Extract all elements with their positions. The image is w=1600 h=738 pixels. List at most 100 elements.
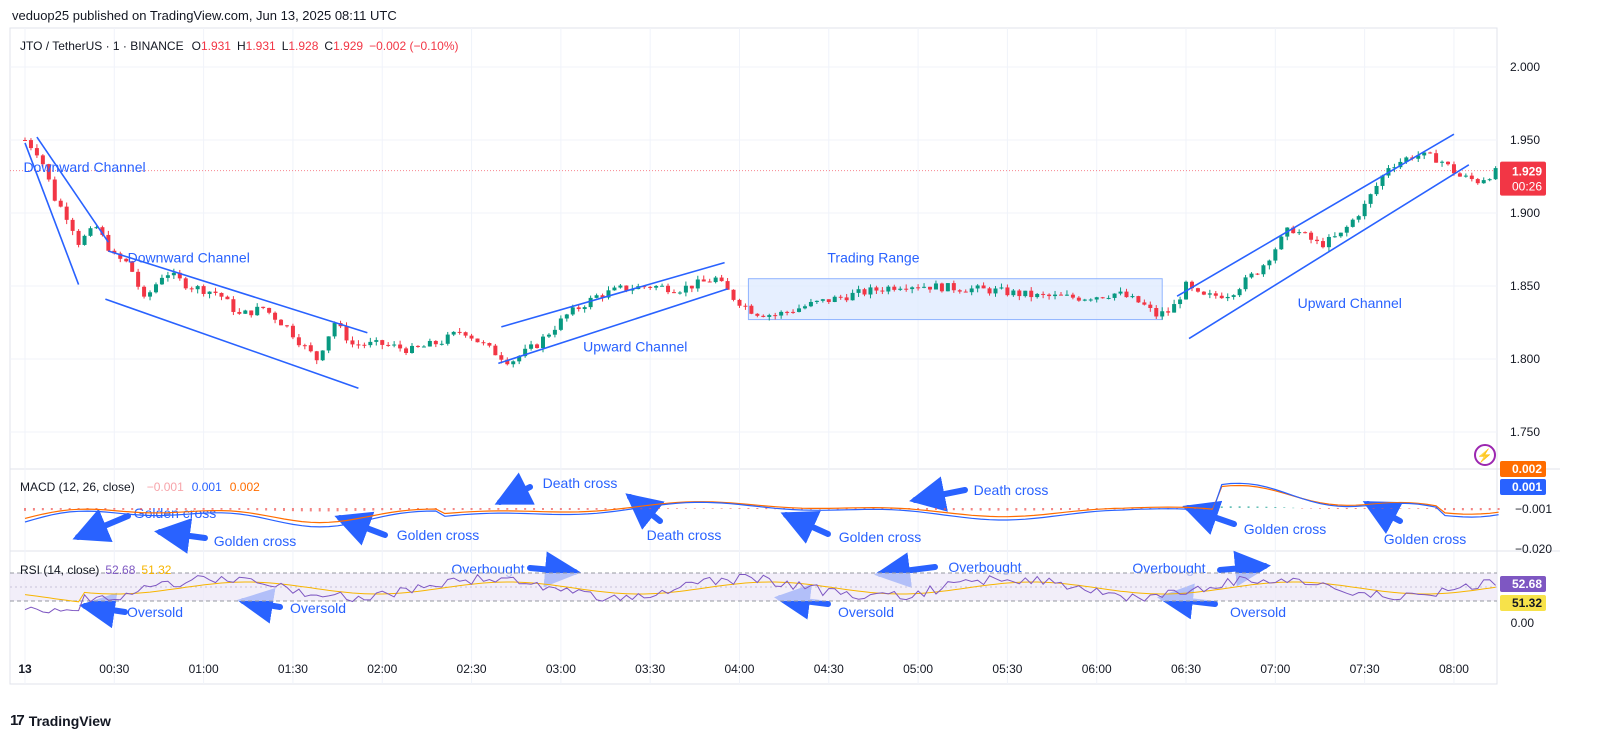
macd-histogram-bar: [1051, 508, 1054, 511]
candle-body: [880, 290, 885, 292]
candle-body: [1041, 293, 1046, 295]
candle-body: [308, 345, 313, 352]
candle-body: [255, 306, 260, 316]
channel-trendline: [1176, 133, 1455, 297]
candle-body: [695, 279, 700, 289]
candle-body: [683, 285, 688, 293]
time-tick-label: 03:30: [635, 662, 665, 676]
open-value: 1.931: [201, 39, 231, 53]
macd-histogram-bar: [1390, 508, 1393, 509]
time-tick-label: 13: [18, 662, 32, 676]
macd-histogram-bar: [988, 508, 991, 511]
rsi-axis-label: 52.68: [1512, 577, 1542, 591]
candle-body: [46, 164, 51, 180]
candle-body: [195, 286, 200, 290]
candle-body: [1047, 294, 1052, 297]
annotation-label: Oversold: [1230, 604, 1286, 620]
macd-histogram-bar: [274, 508, 277, 511]
tradingview-logo-icon: 17: [10, 712, 25, 729]
macd-histogram-bar: [1310, 508, 1313, 509]
close-value: 1.929: [333, 39, 363, 53]
macd-histogram-bar: [1354, 508, 1357, 510]
open-label: O: [192, 39, 201, 53]
candle-body: [719, 277, 724, 282]
candle-body: [761, 315, 766, 317]
annotation-arrow: [1362, 501, 1403, 534]
candle-body: [1267, 260, 1272, 266]
candle-body: [1249, 273, 1254, 278]
candle-body: [886, 286, 891, 292]
candle-body: [1148, 304, 1153, 308]
annotation-label: Golden cross: [397, 527, 479, 543]
macd-histogram-bar: [363, 508, 366, 511]
channel-trendline: [501, 261, 725, 328]
macd-histogram-bar: [1497, 508, 1500, 511]
candle-body: [296, 337, 301, 346]
macd-histogram-bar: [1336, 508, 1339, 509]
annotation-label: Overbought: [948, 559, 1021, 575]
candle-body: [975, 285, 980, 289]
time-tick-label: 06:30: [1171, 662, 1201, 676]
macd-histogram-bar: [747, 508, 750, 509]
candle-body: [511, 361, 516, 365]
candle-body: [1398, 161, 1403, 168]
candle-body: [779, 311, 784, 316]
candle-body: [52, 179, 57, 201]
macd-histogram-bar: [32, 508, 35, 511]
candle-body: [1178, 299, 1183, 305]
macd-histogram-bar: [952, 508, 955, 511]
macd-histogram-bar: [247, 508, 250, 511]
candle-body: [862, 289, 867, 295]
rsi-band: [10, 573, 1497, 601]
price-tick-label: 1.800: [1510, 352, 1540, 366]
macd-histogram-bar: [720, 508, 723, 509]
candle-body: [1320, 241, 1325, 248]
macd-axis-label: 0.002: [1512, 462, 1542, 476]
candle-body: [749, 305, 754, 314]
candle-body: [421, 346, 426, 348]
time-tick-label: 05:00: [903, 662, 933, 676]
candle-body: [999, 287, 1004, 289]
candle-body: [654, 285, 659, 288]
candle-body: [1440, 161, 1445, 163]
macd-histogram-bar: [1265, 506, 1268, 508]
annotation-label: Overbought: [1132, 560, 1205, 576]
candle-body: [1493, 168, 1498, 180]
tradingview-logo[interactable]: 17 TradingView: [10, 712, 111, 729]
macd-signal-line: [24, 484, 1499, 524]
candle-body: [797, 308, 802, 312]
candle-body: [1463, 175, 1468, 177]
candle-body: [118, 253, 123, 259]
annotation-label: Oversold: [127, 604, 183, 620]
time-tick-label: 02:00: [367, 662, 397, 676]
candle-body: [82, 235, 87, 245]
alert-bolt-icon: [1474, 444, 1496, 466]
rsi-axis-zero: 0.00: [1511, 616, 1535, 630]
candle-body: [660, 285, 665, 287]
candle-body: [94, 227, 99, 229]
macd-histogram-bar: [595, 508, 598, 510]
macd-histogram-bar: [979, 508, 982, 511]
macd-histogram-bar: [416, 508, 419, 510]
macd-histogram-bar: [479, 508, 482, 510]
candle-body: [1279, 236, 1284, 250]
macd-histogram-bar: [443, 508, 446, 511]
candle-body: [457, 331, 462, 333]
macd-histogram-bar: [1452, 508, 1455, 511]
rsi-ma-axis-tag: [1500, 595, 1546, 611]
current-price-label: 1.929: [1512, 165, 1542, 179]
candle-body: [1368, 194, 1373, 204]
channel-trendline: [105, 298, 359, 389]
candle-body: [302, 345, 307, 347]
candle-body: [981, 285, 986, 289]
time-tick-label: 03:00: [546, 662, 576, 676]
macd-histogram-bar: [533, 508, 536, 510]
macd-axis-label: 0.001: [1512, 480, 1542, 494]
annotation-arrow: [874, 552, 938, 589]
candle-body: [689, 285, 694, 289]
price-tick-label: 1.950: [1510, 133, 1540, 147]
macd-histogram-bar: [157, 508, 160, 511]
macd-histogram-bar: [1292, 507, 1295, 509]
time-tick-label: 07:30: [1350, 662, 1380, 676]
macd-histogram-bar: [184, 508, 187, 510]
